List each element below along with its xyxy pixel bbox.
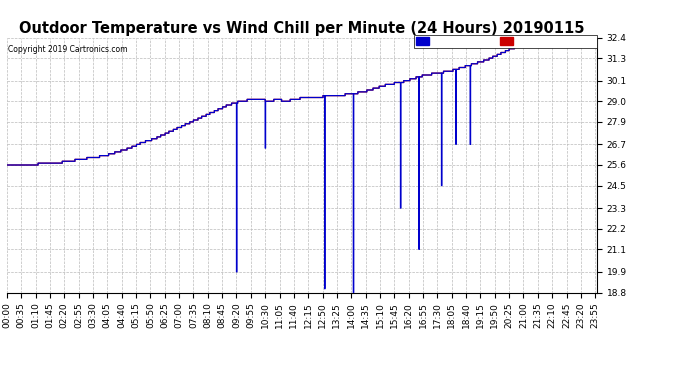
Wind Chill (°F) <box>394 80 402 85</box>
Title: Outdoor Temperature vs Wind Chill per Minute (24 Hours) 20190115: Outdoor Temperature vs Wind Chill per Mi… <box>19 21 584 36</box>
Wind Chill (°F) <box>551 35 559 40</box>
Temperature (°F) <box>471 62 479 66</box>
Wind Chill (°F) <box>134 142 142 147</box>
Wind Chill (°F) <box>593 35 601 40</box>
Temperature (°F) <box>593 35 601 40</box>
Temperature (°F) <box>200 114 208 118</box>
Text: Copyright 2019 Cartronics.com: Copyright 2019 Cartronics.com <box>8 45 128 54</box>
Wind Chill (°F) <box>349 290 357 295</box>
Line: Wind Chill (°F): Wind Chill (°F) <box>7 38 597 292</box>
Temperature (°F) <box>134 142 142 147</box>
Wind Chill (°F) <box>523 41 531 45</box>
Wind Chill (°F) <box>471 62 480 66</box>
Wind Chill (°F) <box>200 114 208 118</box>
Temperature (°F) <box>522 41 531 45</box>
Line: Temperature (°F): Temperature (°F) <box>7 38 597 165</box>
Temperature (°F) <box>119 148 128 152</box>
Temperature (°F) <box>393 80 402 85</box>
Temperature (°F) <box>551 35 559 40</box>
Legend: Wind Chill  (°F), Temperature  (°F): Wind Chill (°F), Temperature (°F) <box>414 35 597 48</box>
Wind Chill (°F) <box>119 148 128 152</box>
Temperature (°F) <box>3 163 11 167</box>
Wind Chill (°F) <box>3 163 11 167</box>
